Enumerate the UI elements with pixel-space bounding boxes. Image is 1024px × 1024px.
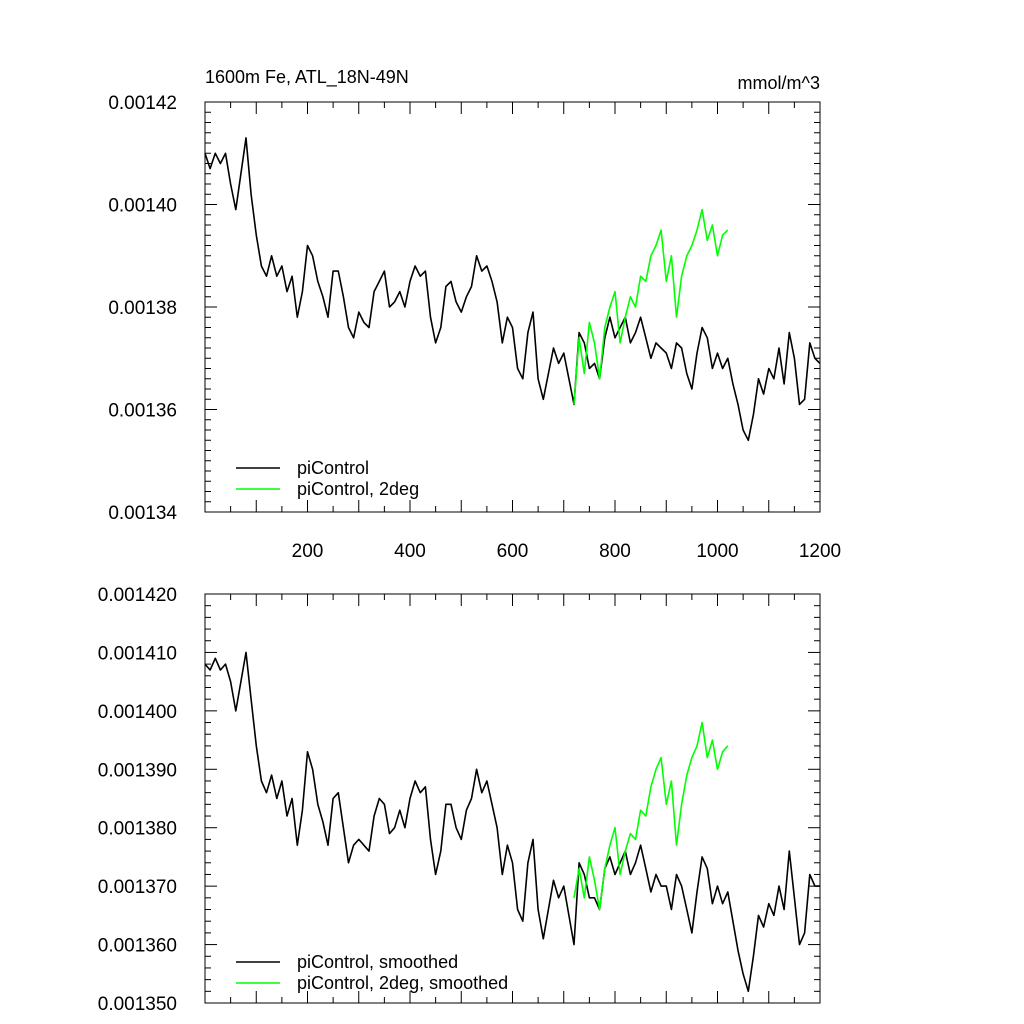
legend-label-1: piControl, 2deg, smoothed (297, 973, 508, 993)
series-line-1 (573, 208, 729, 405)
bottom-panel: 0.001350 0.001360 0.001370 0.001380 0.001390… (98, 585, 821, 1015)
series-line-1 (573, 721, 729, 911)
y-tick-label: 0.001350 (98, 994, 177, 1015)
y-tick-label: 0.001400 (98, 702, 177, 723)
plot-frame (204, 593, 821, 1004)
x-tick-label: 1200 (799, 541, 841, 562)
series-line-0 (204, 137, 821, 442)
legend-label-1: piControl, 2deg (297, 479, 419, 499)
y-tick-label: 0.00136 (108, 401, 177, 422)
legend-label-0: piControl (297, 458, 369, 478)
y-tick-label: 0.001420 (98, 585, 177, 606)
y-tick-label: 0.00140 (108, 196, 177, 217)
units-label: mmol/m^3 (738, 73, 820, 93)
x-tick-label: 1000 (696, 541, 738, 562)
plot-frame (204, 101, 821, 513)
chart-title: 1600m Fe, ATL_18N-49N (205, 67, 409, 88)
x-tick-label: 400 (394, 541, 426, 562)
y-tick-label: 0.00138 (108, 298, 177, 319)
series-line-0 (204, 651, 820, 993)
legend-label-0: piControl, smoothed (297, 952, 458, 972)
y-tick-label: 0.00134 (108, 503, 177, 524)
top-panel: 0.00134 0.00136 0.00138 0.00140 0.00142 200 40… (108, 67, 841, 562)
y-tick-label: 0.001380 (98, 819, 177, 840)
y-tick-label: 0.001360 (98, 936, 177, 957)
x-tick-label: 600 (497, 541, 529, 562)
y-tick-label: 0.00142 (108, 93, 177, 114)
y-tick-label: 0.001390 (98, 760, 177, 781)
y-tick-label: 0.001370 (98, 877, 177, 898)
y-tick-label: 0.001410 (98, 643, 177, 664)
x-tick-label: 800 (599, 541, 631, 562)
x-tick-label: 200 (292, 541, 324, 562)
